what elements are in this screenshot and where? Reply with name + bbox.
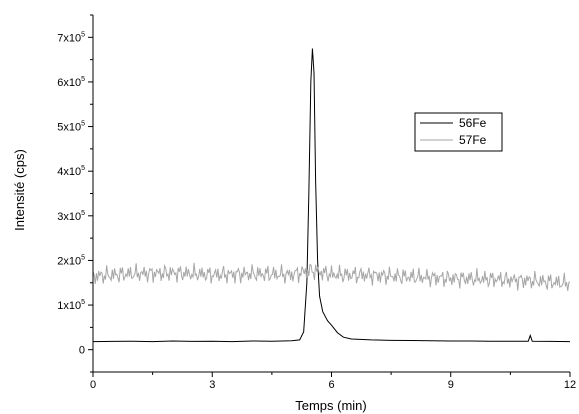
legend: 56Fe 57Fe <box>414 112 503 152</box>
x-axis-label: Temps (min) <box>295 398 367 413</box>
y-tick-label: 0 <box>79 345 85 357</box>
y-tick-label: 5x105 <box>57 121 85 134</box>
x-tick-label: 0 <box>90 379 96 391</box>
y-tick-label: 4x105 <box>57 165 85 178</box>
x-tick-label: 6 <box>328 379 334 391</box>
legend-box <box>414 112 503 152</box>
plot-area <box>92 48 571 343</box>
x-tick-label: 9 <box>448 379 454 391</box>
y-axis: 0 1x105 2x105 3x105 4x105 5x105 6x105 7x105 <box>57 14 94 373</box>
x-tick-label: 3 <box>209 379 215 391</box>
y-tick-label: 3x105 <box>57 210 85 223</box>
series-line-56Fe <box>92 48 571 343</box>
y-tick-label: 6x105 <box>57 76 85 89</box>
x-axis: 0 3 6 9 12 <box>90 371 576 391</box>
legend-label: 57Fe <box>459 133 487 147</box>
x-tick-label: 12 <box>564 379 576 391</box>
legend-label: 56Fe <box>459 116 487 130</box>
y-axis-label: Intensité (cps) <box>12 149 27 231</box>
y-tick-label: 2x105 <box>57 254 85 267</box>
series-line-57Fe <box>92 262 571 291</box>
y-tick-label: 7x105 <box>57 31 85 44</box>
y-tick-label: 1x105 <box>57 299 85 312</box>
